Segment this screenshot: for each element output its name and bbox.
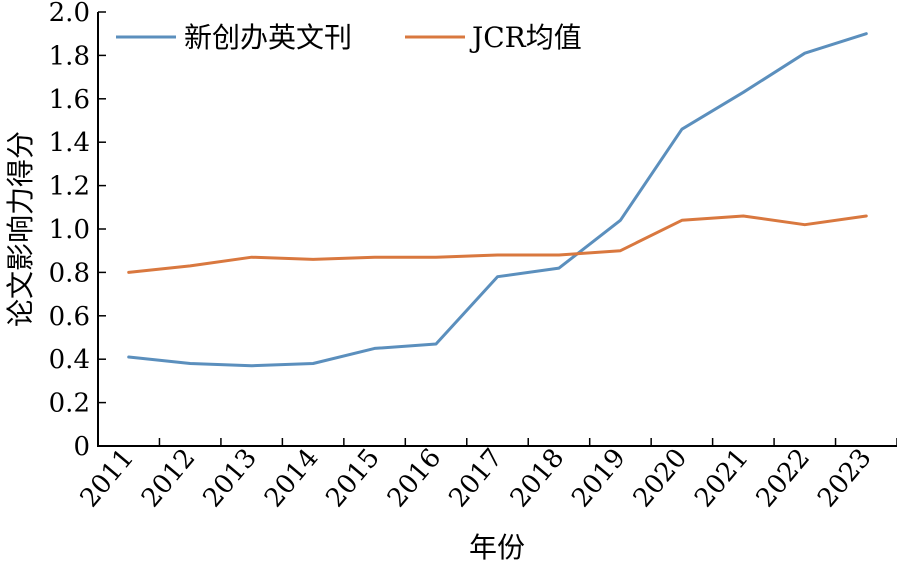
y-ticks: 0 0.2 0.4 0.6 0.8 1.0 1.2 1.4 1.6 1.8 2.0	[49, 0, 106, 462]
y-tick-label: 1.6	[49, 85, 90, 115]
x-tick-label: 2014	[259, 443, 325, 513]
y-tick-label: 0	[73, 432, 90, 462]
axes	[97, 12, 897, 447]
x-tick-label: 2016	[382, 443, 448, 513]
series-line-0	[127, 32, 868, 368]
x-axis-title: 年份	[469, 531, 525, 564]
x-tick-label: 2013	[198, 443, 264, 513]
y-tick-label: 1.4	[49, 128, 90, 158]
x-ticks: 2011201220132014201520162017201820192020…	[75, 438, 897, 513]
x-tick-label: 2017	[443, 443, 509, 513]
y-tick-label: 1.2	[49, 172, 90, 202]
x-tick-label: 2012	[136, 443, 202, 513]
legend-label-1: JCR均值	[469, 21, 582, 54]
y-tick-label: 0.4	[49, 345, 90, 375]
x-tick-label: 2015	[320, 443, 386, 513]
x-tick-label: 2019	[566, 443, 632, 513]
series-lines	[127, 32, 868, 368]
x-tick-label: 2022	[751, 443, 817, 513]
y-tick-label: 0.2	[49, 389, 90, 419]
y-axis-title: 论文影响力得分	[4, 131, 37, 327]
y-tick-label: 1.0	[49, 215, 90, 245]
legend: 新创办英文刊 JCR均值	[116, 21, 582, 54]
series-line-1	[127, 214, 868, 274]
x-tick-label: 2023	[812, 443, 878, 513]
x-tick-label: 2020	[628, 443, 694, 513]
y-tick-label: 1.8	[49, 41, 90, 71]
y-tick-label: 2.0	[49, 0, 90, 28]
x-tick-label: 2021	[689, 443, 755, 513]
y-tick-label: 0.8	[49, 258, 90, 288]
x-tick-label: 2018	[505, 443, 571, 513]
y-tick-label: 0.6	[49, 302, 90, 332]
legend-label-0: 新创办英文刊	[184, 21, 352, 54]
